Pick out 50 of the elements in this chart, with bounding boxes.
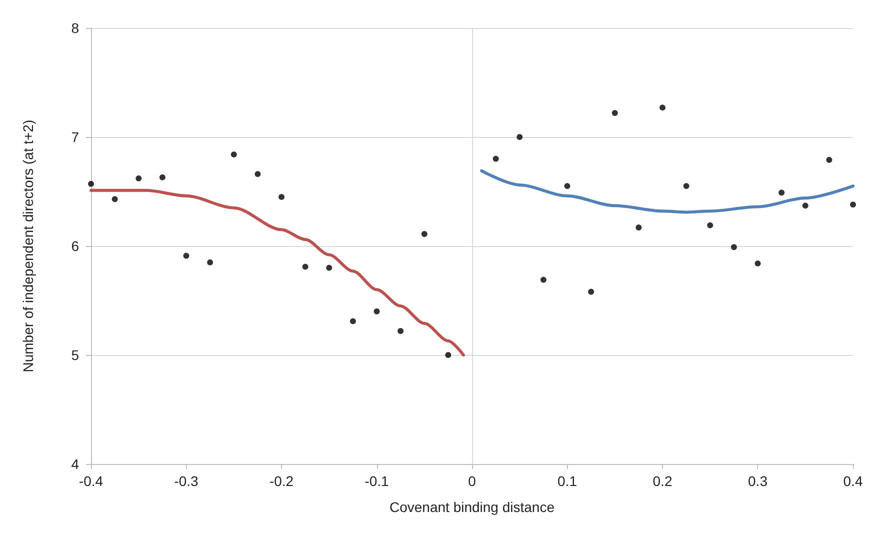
point [350, 318, 356, 324]
point [802, 202, 808, 209]
point [850, 202, 856, 208]
y-tick-label: 6 [71, 238, 80, 254]
point [88, 180, 94, 187]
x-tick-label: -0.1 [364, 473, 390, 489]
point [636, 224, 642, 230]
point [492, 156, 499, 162]
point [445, 352, 452, 358]
point [612, 110, 618, 116]
point [207, 259, 214, 266]
point [230, 151, 237, 158]
point [159, 174, 166, 180]
x-tick-label: 0.1 [558, 473, 578, 489]
point [826, 156, 832, 163]
point [374, 308, 380, 314]
y-tick-label: 4 [71, 456, 80, 472]
y-tick-label: 7 [71, 129, 80, 145]
point [302, 264, 308, 270]
point [254, 171, 261, 178]
y-tick-label: 5 [71, 347, 80, 363]
point [778, 190, 785, 196]
point [660, 104, 666, 111]
point [183, 252, 190, 259]
x-tick-label: 0.2 [652, 473, 672, 489]
x-tick-label: 0.3 [748, 473, 768, 489]
line-series [90, 188, 465, 356]
point [754, 260, 761, 266]
x-tick-label: 0.4 [843, 473, 863, 489]
y-axis-title: Number of independent directors (at t+2) [20, 120, 36, 372]
line-series [480, 169, 854, 214]
point [421, 231, 428, 238]
y-tick-label: 8 [71, 20, 80, 36]
x-tick-label: -0.4 [78, 473, 104, 489]
point [278, 194, 284, 200]
point [516, 134, 523, 140]
point [136, 175, 142, 182]
point [540, 276, 546, 283]
x-tick-label: 0 [468, 473, 476, 489]
point [326, 264, 332, 271]
point [730, 244, 737, 250]
x-axis-title: Covenant binding distance [389, 499, 555, 515]
x-tick-label: -0.3 [174, 473, 199, 489]
point [683, 183, 690, 190]
point [588, 288, 594, 295]
point [707, 222, 714, 228]
point [564, 183, 570, 190]
x-tick-label: -0.2 [269, 473, 294, 489]
point [398, 328, 404, 334]
point [112, 196, 118, 202]
